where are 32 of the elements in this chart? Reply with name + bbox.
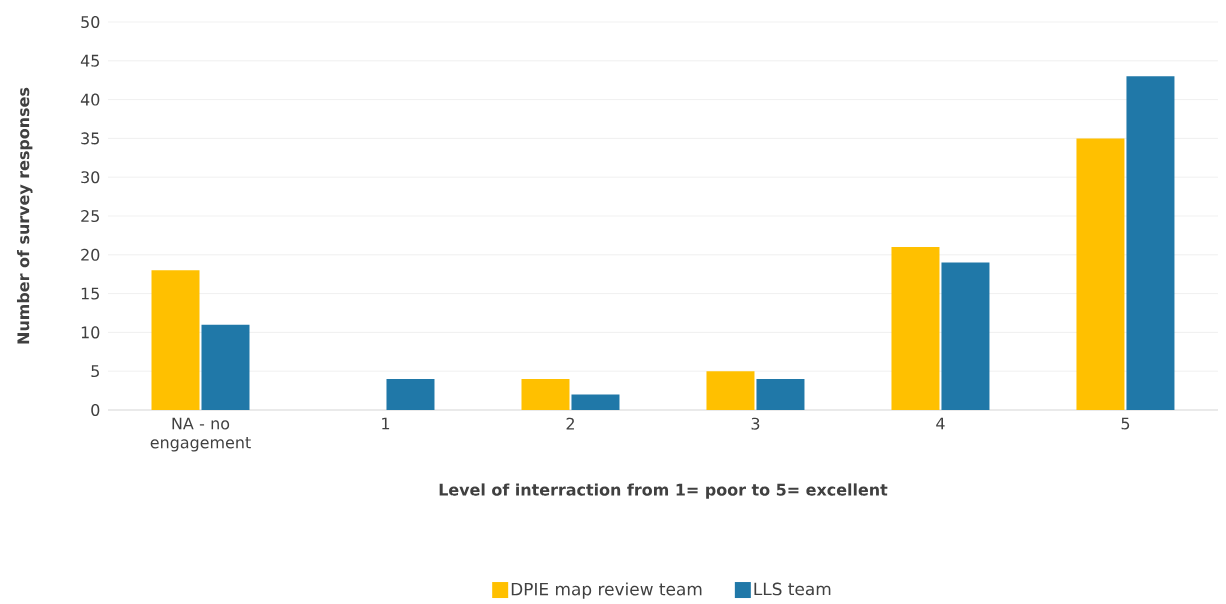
bar: [386, 378, 435, 410]
x-tick-label: 2: [566, 417, 574, 430]
bar: [1126, 76, 1175, 410]
bar: [521, 378, 570, 410]
y-tick-label: 35: [81, 132, 99, 145]
y-tick-label: 30: [81, 171, 100, 184]
bar: [756, 378, 805, 410]
y-tick-label: 20: [81, 248, 100, 261]
x-tick-label: NA - no engagement: [150, 417, 251, 452]
y-tick-label: 25: [81, 209, 99, 223]
y-tick-label: 40: [80, 93, 100, 106]
x-tick-label: 5: [1121, 417, 1130, 430]
legend-label: LLS team: [754, 582, 831, 596]
bar: [201, 324, 250, 410]
y-tick-label: 10: [81, 326, 100, 339]
legend-label: DPIE map review team: [511, 582, 702, 599]
bar: [1076, 138, 1125, 410]
y-tick-label: 0: [91, 403, 100, 417]
y-axis-title: Number of survey responses: [16, 87, 33, 344]
x-tick-label: 4: [936, 417, 945, 430]
bar: [151, 270, 200, 410]
y-tick-label: 45: [80, 54, 99, 67]
y-tick-label: 5: [91, 365, 99, 378]
x-tick-label: 1: [382, 417, 390, 430]
y-tick-label: 50: [81, 15, 100, 29]
x-axis-title: Level of interraction from 1= poor to 5= excellent: [439, 483, 888, 499]
bar: [891, 247, 940, 410]
bar: [941, 262, 990, 410]
y-tick-label: 15: [81, 287, 99, 300]
bar: [571, 394, 620, 410]
bar: [706, 371, 755, 410]
x-tick-label: 3: [751, 417, 760, 430]
